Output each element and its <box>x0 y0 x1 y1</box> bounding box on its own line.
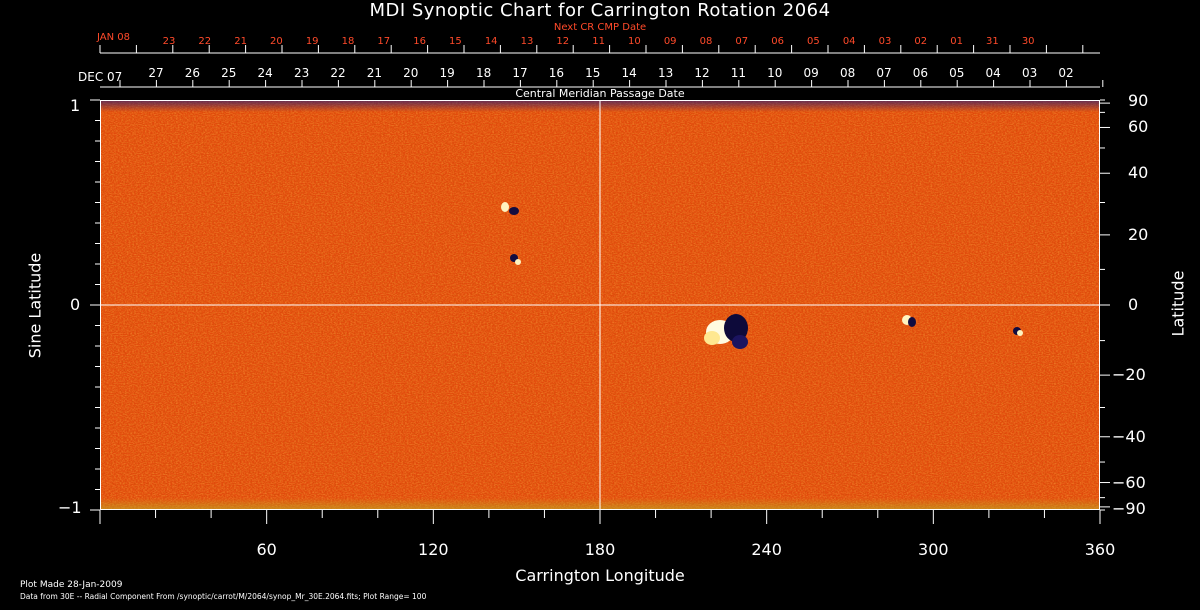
top-tick-red-label: 01 <box>950 36 963 47</box>
top-tick-white-label: 22 <box>330 66 346 80</box>
top-tick-white-label: 18 <box>475 66 492 80</box>
top-tick-white-label: 08 <box>839 66 856 80</box>
top-tick-red-label: 07 <box>735 36 749 47</box>
active-region-small-4 <box>1013 327 1023 336</box>
top-tick-white-label: 04 <box>985 66 1001 80</box>
bottom-tick-label: 360 <box>1084 540 1116 559</box>
top-tick-red-label: 22 <box>198 36 212 47</box>
left-tick-1: 1 <box>70 96 81 115</box>
top-tick-red-label: 03 <box>878 36 892 47</box>
bottom-axis-title: Carrington Longitude <box>515 566 685 585</box>
top-tick-white-label: 25 <box>221 66 237 80</box>
top-tick-red-label: 30 <box>1021 36 1035 47</box>
active-region-large <box>704 314 748 349</box>
next-cmp-label: Next CR CMP Date <box>553 22 647 33</box>
top-tick-red-label: 10 <box>628 36 641 47</box>
top-tick-red-label: 05 <box>807 36 820 47</box>
right-tick-label: 60 <box>1128 117 1149 137</box>
right-tick-label: −60 <box>1112 472 1146 492</box>
bottom-tick-label: 180 <box>584 540 616 559</box>
left-tick-neg1: −1 <box>58 498 82 517</box>
cmp-date-label: Central Meridian Passage Date <box>515 87 685 100</box>
top-tick-white-label: 21 <box>366 66 383 80</box>
left-axis-title: Sine Latitude <box>25 252 45 359</box>
top-tick-white-label: 20 <box>403 66 419 80</box>
top-tick-white-label: 11 <box>730 66 747 80</box>
synoptic-map <box>100 100 1100 510</box>
right-tick-label: 20 <box>1128 224 1149 244</box>
bottom-tick-label: 300 <box>918 540 949 559</box>
map-frame <box>100 100 1100 510</box>
active-region-small-1 <box>501 202 519 215</box>
top-tick-red-label: 16 <box>413 36 426 47</box>
top-tick-white-label: 14 <box>621 66 637 80</box>
top-tick-white-label: 19 <box>439 66 455 80</box>
top-tick-white-label: 15 <box>585 66 601 80</box>
top-tick-white-label: 06 <box>912 66 929 80</box>
chart-title: MDI Synoptic Chart for Carrington Rotati… <box>369 0 831 21</box>
top-tick-red-label: 12 <box>556 36 570 47</box>
top-tick-red-label: 02 <box>914 36 928 47</box>
top-tick-red-label: 17 <box>377 36 391 47</box>
top-tick-red-label: 18 <box>341 36 355 47</box>
right-axis-title: Latitude <box>1168 270 1188 337</box>
top-tick-white-label: 09 <box>803 66 819 80</box>
bottom-tick-label: 240 <box>751 540 782 559</box>
right-tick-label: 90 <box>1128 91 1149 110</box>
left-tick-0: 0 <box>70 295 81 314</box>
top-tick-red-label: 11 <box>592 36 605 47</box>
top-tick-red-label: 20 <box>270 36 283 47</box>
right-tick-label: −90 <box>1112 499 1146 518</box>
top-tick-red-label: 23 <box>162 36 176 47</box>
bottom-tick-label: 120 <box>418 540 449 559</box>
month-label-red: JAN 08 <box>97 32 130 43</box>
top-tick-red-label: 04 <box>842 36 856 47</box>
top-tick-white-label: 13 <box>657 66 674 80</box>
top-tick-white-label: 02 <box>1058 66 1074 80</box>
top-tick-red-label: 09 <box>663 36 677 47</box>
right-tick-label: 40 <box>1128 163 1149 183</box>
top-tick-red-label: 08 <box>699 36 713 47</box>
top-axis-lines <box>99 45 1104 88</box>
right-tick-label: −20 <box>1112 365 1146 385</box>
top-tick-white-label: 10 <box>767 66 783 80</box>
top-tick-white-label: 16 <box>548 66 565 80</box>
right-tick-label: 0 <box>1128 295 1139 314</box>
footer-plot-made: Plot Made 28-Jan-2009 <box>20 580 123 590</box>
top-tick-white-label: 24 <box>257 66 273 80</box>
top-tick-white-label: 05 <box>949 66 965 80</box>
right-tick-label: −40 <box>1112 426 1146 446</box>
top-tick-red-label: 19 <box>305 36 319 47</box>
month-label-white: DEC 07 <box>78 70 123 84</box>
active-region-small-2 <box>510 254 521 265</box>
top-tick-white-label: 17 <box>512 66 528 80</box>
bottom-tick-label: 60 <box>256 540 277 559</box>
active-region-small-3 <box>902 315 916 327</box>
top-tick-red-label: 14 <box>484 36 498 47</box>
top-tick-red-label: 13 <box>520 36 534 47</box>
top-tick-white-label: 26 <box>184 66 201 80</box>
top-tick-red-label: 15 <box>449 36 462 47</box>
top-tick-red-label: 06 <box>771 36 784 47</box>
top-tick-red-label: 21 <box>234 36 247 47</box>
footer-data-source: Data from 30E -- Radial Component From /… <box>20 592 427 601</box>
top-tick-white-label: 03 <box>1021 66 1038 80</box>
top-tick-white-label: 12 <box>694 66 710 80</box>
top-tick-white-label: 07 <box>876 66 892 80</box>
top-tick-white-label: 27 <box>148 66 164 80</box>
top-tick-white-label: 23 <box>293 66 310 80</box>
top-tick-red-label: 31 <box>986 36 999 47</box>
